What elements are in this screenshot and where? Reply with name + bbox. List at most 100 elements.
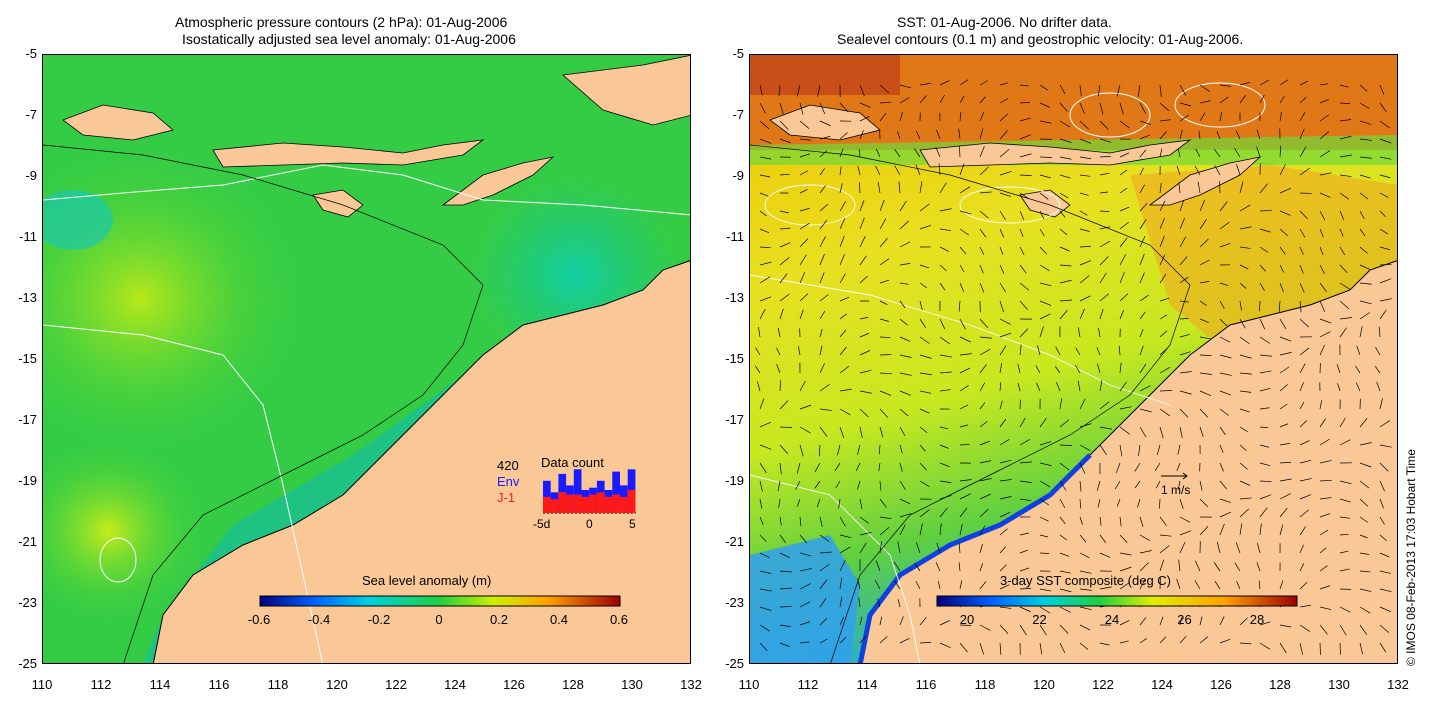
velocity-arrow <box>1079 534 1087 543</box>
velocity-arrow <box>999 459 1012 464</box>
velocity-arrow <box>779 624 791 627</box>
velocity-arrow <box>999 479 1012 482</box>
velocity-arrow <box>1379 462 1389 472</box>
island-java <box>769 104 881 141</box>
velocity-arrow <box>979 581 987 590</box>
copyright-text: © IMOS 08-Feb-2013 17:03 Hobart Time <box>1404 449 1418 666</box>
velocity-arrow <box>1115 462 1121 474</box>
left-y-tick: -23 <box>18 595 37 610</box>
velocity-arrow <box>899 480 906 490</box>
right-x-tick: 124 <box>1151 677 1173 692</box>
velocity-arrow <box>1134 462 1141 472</box>
right-x-tick: 116 <box>915 677 937 692</box>
velocity-arrow <box>1359 498 1369 507</box>
left-x-tick: 110 <box>31 677 53 692</box>
velocity-arrow <box>939 282 946 291</box>
velocity-arrow <box>1096 363 1101 374</box>
velocity-arrow <box>1359 156 1372 159</box>
velocity-arrow <box>819 203 829 212</box>
velocity-arrow <box>1099 444 1107 456</box>
velocity-arrow <box>1039 498 1050 506</box>
velocity-arrow <box>1259 370 1272 374</box>
left-map[interactable]: Data count 420 Env J-1 -5d 0 5 <box>42 54 691 664</box>
velocity-arrow <box>859 635 867 644</box>
inset-j1-bar <box>566 494 574 513</box>
velocity-arrow <box>1339 282 1350 290</box>
velocity-arrow <box>1279 366 1290 374</box>
velocity-arrow <box>999 264 1005 274</box>
velocity-arrow <box>819 551 832 554</box>
velocity-arrow <box>1139 516 1144 527</box>
inset-j1-bar <box>627 490 636 513</box>
velocity-arrow <box>1219 300 1225 309</box>
inset-j1-bar <box>558 492 567 513</box>
velocity-arrow <box>799 404 812 410</box>
velocity-arrow <box>999 400 1003 410</box>
velocity-arrow <box>759 261 772 266</box>
velocity-arrow <box>1359 120 1372 125</box>
velocity-arrow <box>779 173 790 176</box>
velocity-arrow <box>839 296 850 302</box>
inset-j1-label: J-1 <box>497 490 515 505</box>
velocity-arrow <box>999 624 1009 634</box>
velocity-arrow <box>779 308 784 320</box>
velocity-arrow <box>759 570 772 574</box>
left-colorbar-tick: 0 <box>435 612 443 627</box>
velocity-arrow <box>1019 228 1024 237</box>
velocity-arrow <box>1119 187 1128 194</box>
velocity-arrow <box>979 246 985 255</box>
velocity-arrow <box>1239 462 1248 470</box>
velocity-arrow <box>1199 616 1203 626</box>
velocity-arrow <box>899 616 904 626</box>
velocity-arrow <box>1259 300 1261 312</box>
velocity-arrow <box>1039 606 1051 614</box>
velocity-arrow <box>1359 570 1371 573</box>
velocity-arrow <box>839 218 846 230</box>
velocity-arrow <box>1379 246 1391 251</box>
velocity-arrow <box>979 96 986 104</box>
velocity-arrow <box>1139 426 1147 438</box>
velocity-arrow <box>1239 426 1248 432</box>
velocity-arrow <box>1139 329 1144 338</box>
velocity-arrow <box>839 132 848 140</box>
velocity-arrow <box>1219 96 1229 104</box>
velocity-arrow <box>1299 210 1308 220</box>
velocity-arrow <box>1179 114 1189 122</box>
velocity-arrow <box>1039 642 1043 655</box>
velocity-arrow <box>1139 617 1147 626</box>
velocity-arrow <box>819 426 828 437</box>
velocity-arrow <box>839 560 846 572</box>
right-map[interactable]: 1 m/s <box>749 54 1398 664</box>
velocity-arrow <box>1059 264 1072 267</box>
velocity-arrow <box>1219 523 1225 536</box>
velocity-arrow <box>979 364 987 374</box>
velocity-arrow <box>939 426 949 430</box>
velocity-arrow <box>1219 84 1232 87</box>
velocity-arrow <box>779 210 789 214</box>
velocity-arrow <box>1319 150 1331 158</box>
velocity-arrow <box>1319 400 1323 410</box>
velocity-arrow <box>1319 172 1332 176</box>
velocity-arrow <box>1239 444 1247 451</box>
velocity-arrow <box>894 165 901 176</box>
velocity-arrow <box>1139 385 1151 392</box>
velocity-arrow <box>839 426 845 438</box>
velocity-arrow <box>1279 507 1288 518</box>
velocity-arrow <box>938 163 941 176</box>
left-y-tick: -19 <box>18 473 37 488</box>
velocity-arrow <box>938 581 941 590</box>
velocity-arrow <box>1119 120 1130 129</box>
velocity-arrow <box>778 84 781 97</box>
velocity-arrow <box>1159 545 1170 554</box>
velocity-arrow <box>879 636 888 644</box>
velocity-arrow <box>1339 480 1352 485</box>
velocity-arrow <box>859 350 871 356</box>
velocity-arrow <box>779 534 787 544</box>
velocity-arrow <box>1079 606 1092 611</box>
velocity-arrow <box>1079 480 1082 492</box>
velocity-arrow <box>819 345 823 356</box>
velocity-scale-label: 1 m/s <box>1161 483 1190 497</box>
velocity-arrow <box>1099 172 1110 176</box>
velocity-arrow <box>1098 327 1101 338</box>
velocity-arrow <box>959 111 962 122</box>
